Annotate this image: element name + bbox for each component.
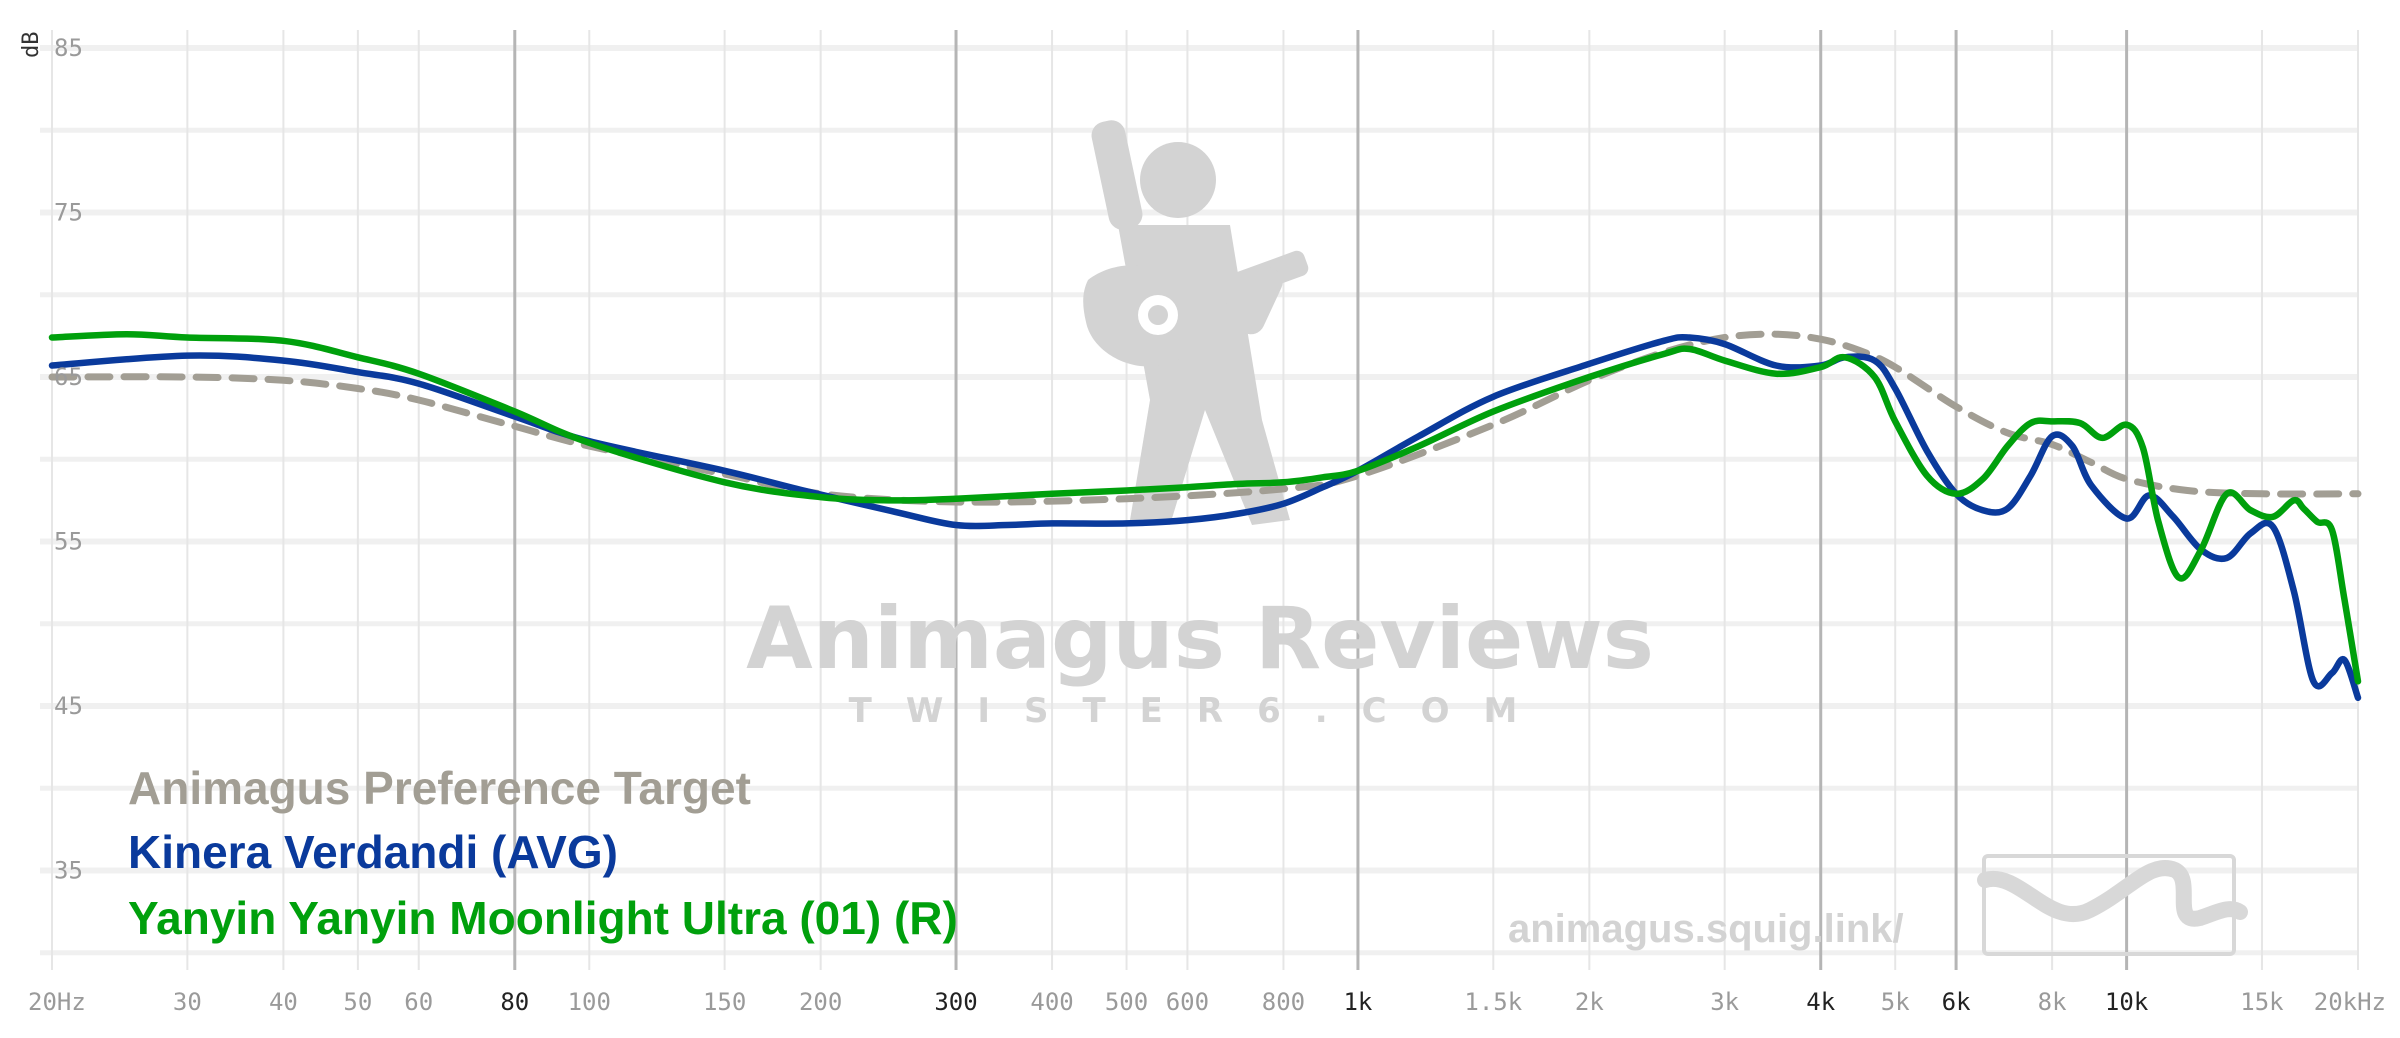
x-tick-label: 800 [1262, 988, 1305, 1016]
watermark-title: Animagus Reviews [746, 589, 1654, 689]
y-tick-label: 45 [54, 692, 83, 720]
x-tick-label: 1.5k [1464, 988, 1522, 1016]
legend-item-target: Animagus Preference Target [128, 762, 751, 814]
x-tick-label: 5k [1881, 988, 1910, 1016]
x-tick-label: 50 [343, 988, 372, 1016]
series-line-yanyin [48, 330, 2362, 685]
guitar-player-icon [1083, 120, 1309, 525]
x-tick-label: 60 [404, 988, 433, 1016]
axis-layer: 85 75 65 55 45 35 20Hz 30 40 50 60 80 100 150 200 300 40… [28, 34, 2386, 1016]
x-tick-label: 500 [1105, 988, 1148, 1016]
x-tick-label: 3k [1710, 988, 1739, 1016]
x-tick-label: 4k [1806, 988, 1835, 1016]
x-tick-label: 10k [2105, 988, 2149, 1016]
squiggle-logo-icon [1977, 854, 2248, 956]
watermark-url: animagus.squig.link/ [1508, 907, 1904, 951]
x-tick-label: 80 [500, 988, 529, 1016]
y-tick-label: 75 [54, 199, 83, 227]
y-tick-label: 85 [54, 34, 83, 62]
series-line-target [48, 330, 2362, 506]
x-tick-label: 100 [568, 988, 611, 1016]
x-tick-label: 6k [1942, 988, 1971, 1016]
x-tick-label: 20kHz [2314, 988, 2386, 1016]
x-tick-label: 30 [173, 988, 202, 1016]
legend-item-yanyin: Yanyin Yanyin Moonlight Ultra (01) (R) [128, 892, 958, 944]
x-tick-label: 8k [2038, 988, 2067, 1016]
watermark: Animagus Reviews TWISTER6.COM animagus.s… [746, 120, 2248, 956]
x-tick-label: 150 [703, 988, 746, 1016]
x-tick-label: 600 [1166, 988, 1209, 1016]
legend-item-kinera: Kinera Verdandi (AVG) [128, 826, 618, 878]
y-tick-label: 65 [54, 363, 83, 391]
y-tick-label: 35 [54, 857, 83, 885]
x-tick-label: 400 [1030, 988, 1073, 1016]
legend: Animagus Preference Target Kinera Verdan… [128, 762, 958, 944]
x-tick-label: 200 [799, 988, 842, 1016]
x-tick-label: 15k [2240, 988, 2284, 1016]
series-line-kinera [48, 333, 2362, 702]
x-tick-label: 40 [269, 988, 298, 1016]
y-axis-label: dB [19, 32, 44, 59]
x-tick-label: 300 [934, 988, 977, 1016]
watermark-subtitle: TWISTER6.COM [849, 691, 1552, 731]
series-layer [48, 330, 2362, 702]
y-tick-label: 55 [54, 528, 83, 556]
x-tick-label: 2k [1575, 988, 1604, 1016]
x-tick-label: 20Hz [28, 988, 86, 1016]
x-tick-label: 1k [1343, 988, 1372, 1016]
